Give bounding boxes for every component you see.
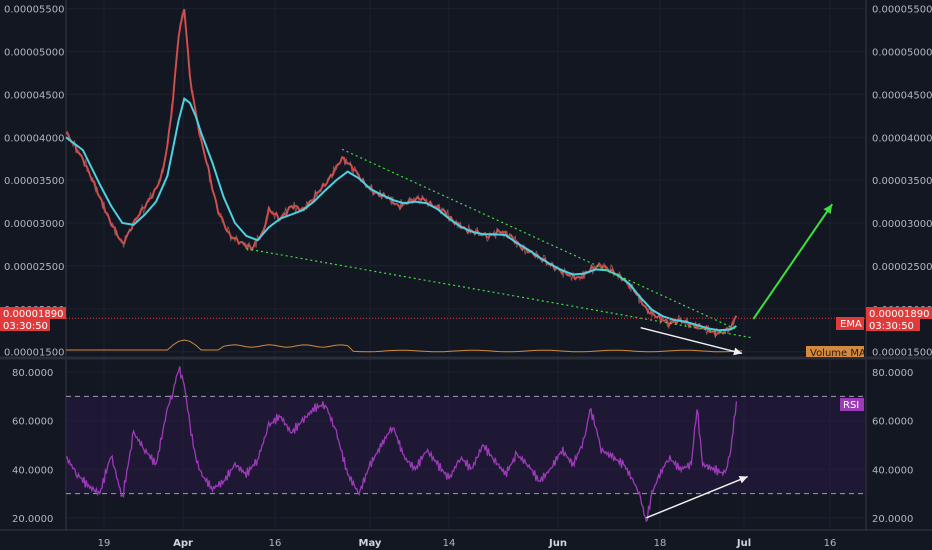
rsi-legend-tag[interactable]: RSI [840,398,864,411]
price-y-tick-right: 0.00004500 [872,90,932,101]
lower-trendline[interactable] [246,248,754,339]
price-y-tick-right: 0.00003500 [872,176,932,187]
rsi-y-tick-right: 20.0000 [872,514,913,525]
price-y-tick-right: 0.00003000 [872,219,932,230]
price-y-tick-left: 0.00004500 [4,90,64,101]
rsi-y-tick-right: 80.0000 [872,368,913,379]
time-tick: Apr [173,538,193,549]
rsi-y-tick-left: 20.0000 [12,514,53,525]
price-divergence-arrow-head [733,347,743,356]
time-tick: 16 [824,538,837,549]
price-y-tick-left: 0.00003000 [4,219,64,230]
price-y-tick-right: 0.00005000 [872,47,932,58]
rsi-legend: RSI [843,400,859,411]
volume-ma-legend: Volume MA [810,348,866,359]
rsi-divergence-arrow-head [738,476,748,484]
countdown-right: 03:30:50 [869,321,914,332]
rsi-band-fill [66,396,866,494]
time-tick: 16 [269,538,282,549]
ema-line [65,97,737,332]
price-y-tick-right: 0.00001500 [872,348,932,359]
price-y-tick-left: 0.00005000 [4,47,64,58]
price-y-tick-left: 0.00002500 [4,262,64,273]
ema-legend: EMA [840,319,862,330]
rsi-y-tick-left: 40.0000 [12,465,53,476]
breakout-arrow-head [823,204,833,214]
price-y-tick-right: 0.00002500 [872,262,932,273]
price-y-tick-right: 0.00005500 [872,5,932,16]
rsi-y-tick-right: 60.0000 [872,417,913,428]
volume-legend-tag[interactable]: Volume MA [806,346,866,359]
axis-ticks: 0.00005500 0.00005500 0.00005000 0.00005000… [4,5,932,549]
rsi-line [65,366,738,523]
price-y-tick-left: 0.00005500 [4,5,64,16]
time-tick: 14 [443,538,456,549]
breakout-arrow[interactable] [752,203,834,320]
time-tick: 18 [654,538,667,549]
time-tick: 19 [98,538,111,549]
rsi-y-tick-right: 40.0000 [872,465,913,476]
rsi-y-tick-left: 80.0000 [12,368,53,379]
volume-ma-line [66,339,743,353]
ema-legend-tag[interactable]: EMA [836,317,864,330]
last-price-tag-left: 0.00001890 03:30:50 [0,307,66,332]
time-tick: Jul [736,538,751,549]
time-tick: May [359,538,382,549]
rsi-y-tick-left: 60.0000 [12,417,53,428]
price-y-tick-left: 0.00004000 [4,133,64,144]
last-price-tag-right: 0.00001890 03:30:50 [866,307,932,332]
upper-trendline[interactable] [341,148,737,330]
price-y-tick-left: 0.00001500 [4,348,64,359]
price-divergence-arrow[interactable] [640,326,743,355]
price-y-tick-right: 0.00004000 [872,133,932,144]
countdown-left: 03:30:50 [3,321,48,332]
last-price-left: 0.00001890 [3,309,63,320]
last-price-right: 0.00001890 [869,309,929,320]
price-y-tick-left: 0.00003500 [4,176,64,187]
time-tick: Jun [548,538,567,549]
rsi-divergence-arrow[interactable] [645,475,748,519]
